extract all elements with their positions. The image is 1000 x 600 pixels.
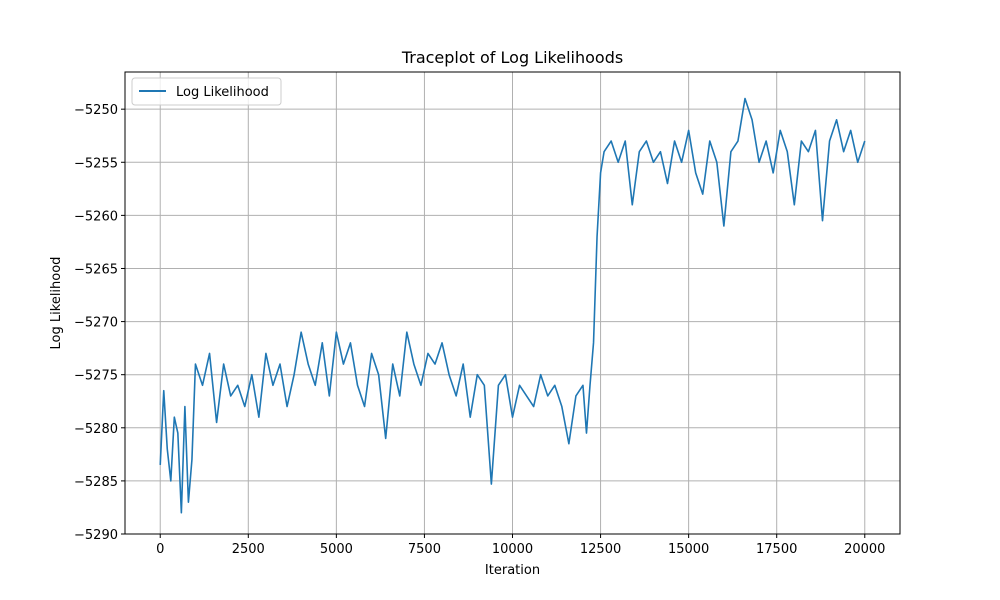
x-tick-label: 17500 (756, 542, 797, 557)
series-line-log-likelihood (159, 97, 866, 514)
y-tick-label: −5285 (74, 475, 118, 490)
series-layer (159, 97, 866, 514)
y-tick-label: −5290 (74, 528, 118, 543)
y-tick-label: −5250 (74, 103, 118, 118)
y-tick-label: −5260 (74, 209, 118, 224)
y-tick-label: −5265 (74, 262, 118, 277)
y-tick-label: −5275 (74, 369, 118, 384)
x-tick-label: 7500 (408, 542, 441, 557)
y-axis-label: Log Likelihood (49, 257, 64, 350)
x-axis-label: Iteration (485, 563, 540, 578)
legend-box (131, 77, 282, 106)
x-tick-label: 2500 (232, 542, 265, 557)
x-tick-label: 5000 (320, 542, 353, 557)
x-tick-label: 10000 (492, 542, 533, 557)
x-tick-label: 0 (156, 542, 164, 557)
grid (125, 72, 900, 535)
y-tick-label: −5255 (74, 156, 118, 171)
tick-labels: 0 2500 5000 7500 10000 12500 15000 17500 20000 −5… (74, 103, 885, 557)
x-tick-label: 15000 (668, 542, 709, 557)
y-tick-label: −5280 (74, 422, 118, 437)
x-tick-label: 20000 (844, 542, 885, 557)
x-tick-label: 12500 (580, 542, 621, 557)
legend-entry-log-likelihood: Log Likelihood (176, 85, 269, 100)
y-tick-label: −5270 (74, 316, 118, 331)
legend: Log Likelihood (131, 77, 282, 106)
chart-title: Traceplot of Log Likelihoods (401, 48, 623, 67)
